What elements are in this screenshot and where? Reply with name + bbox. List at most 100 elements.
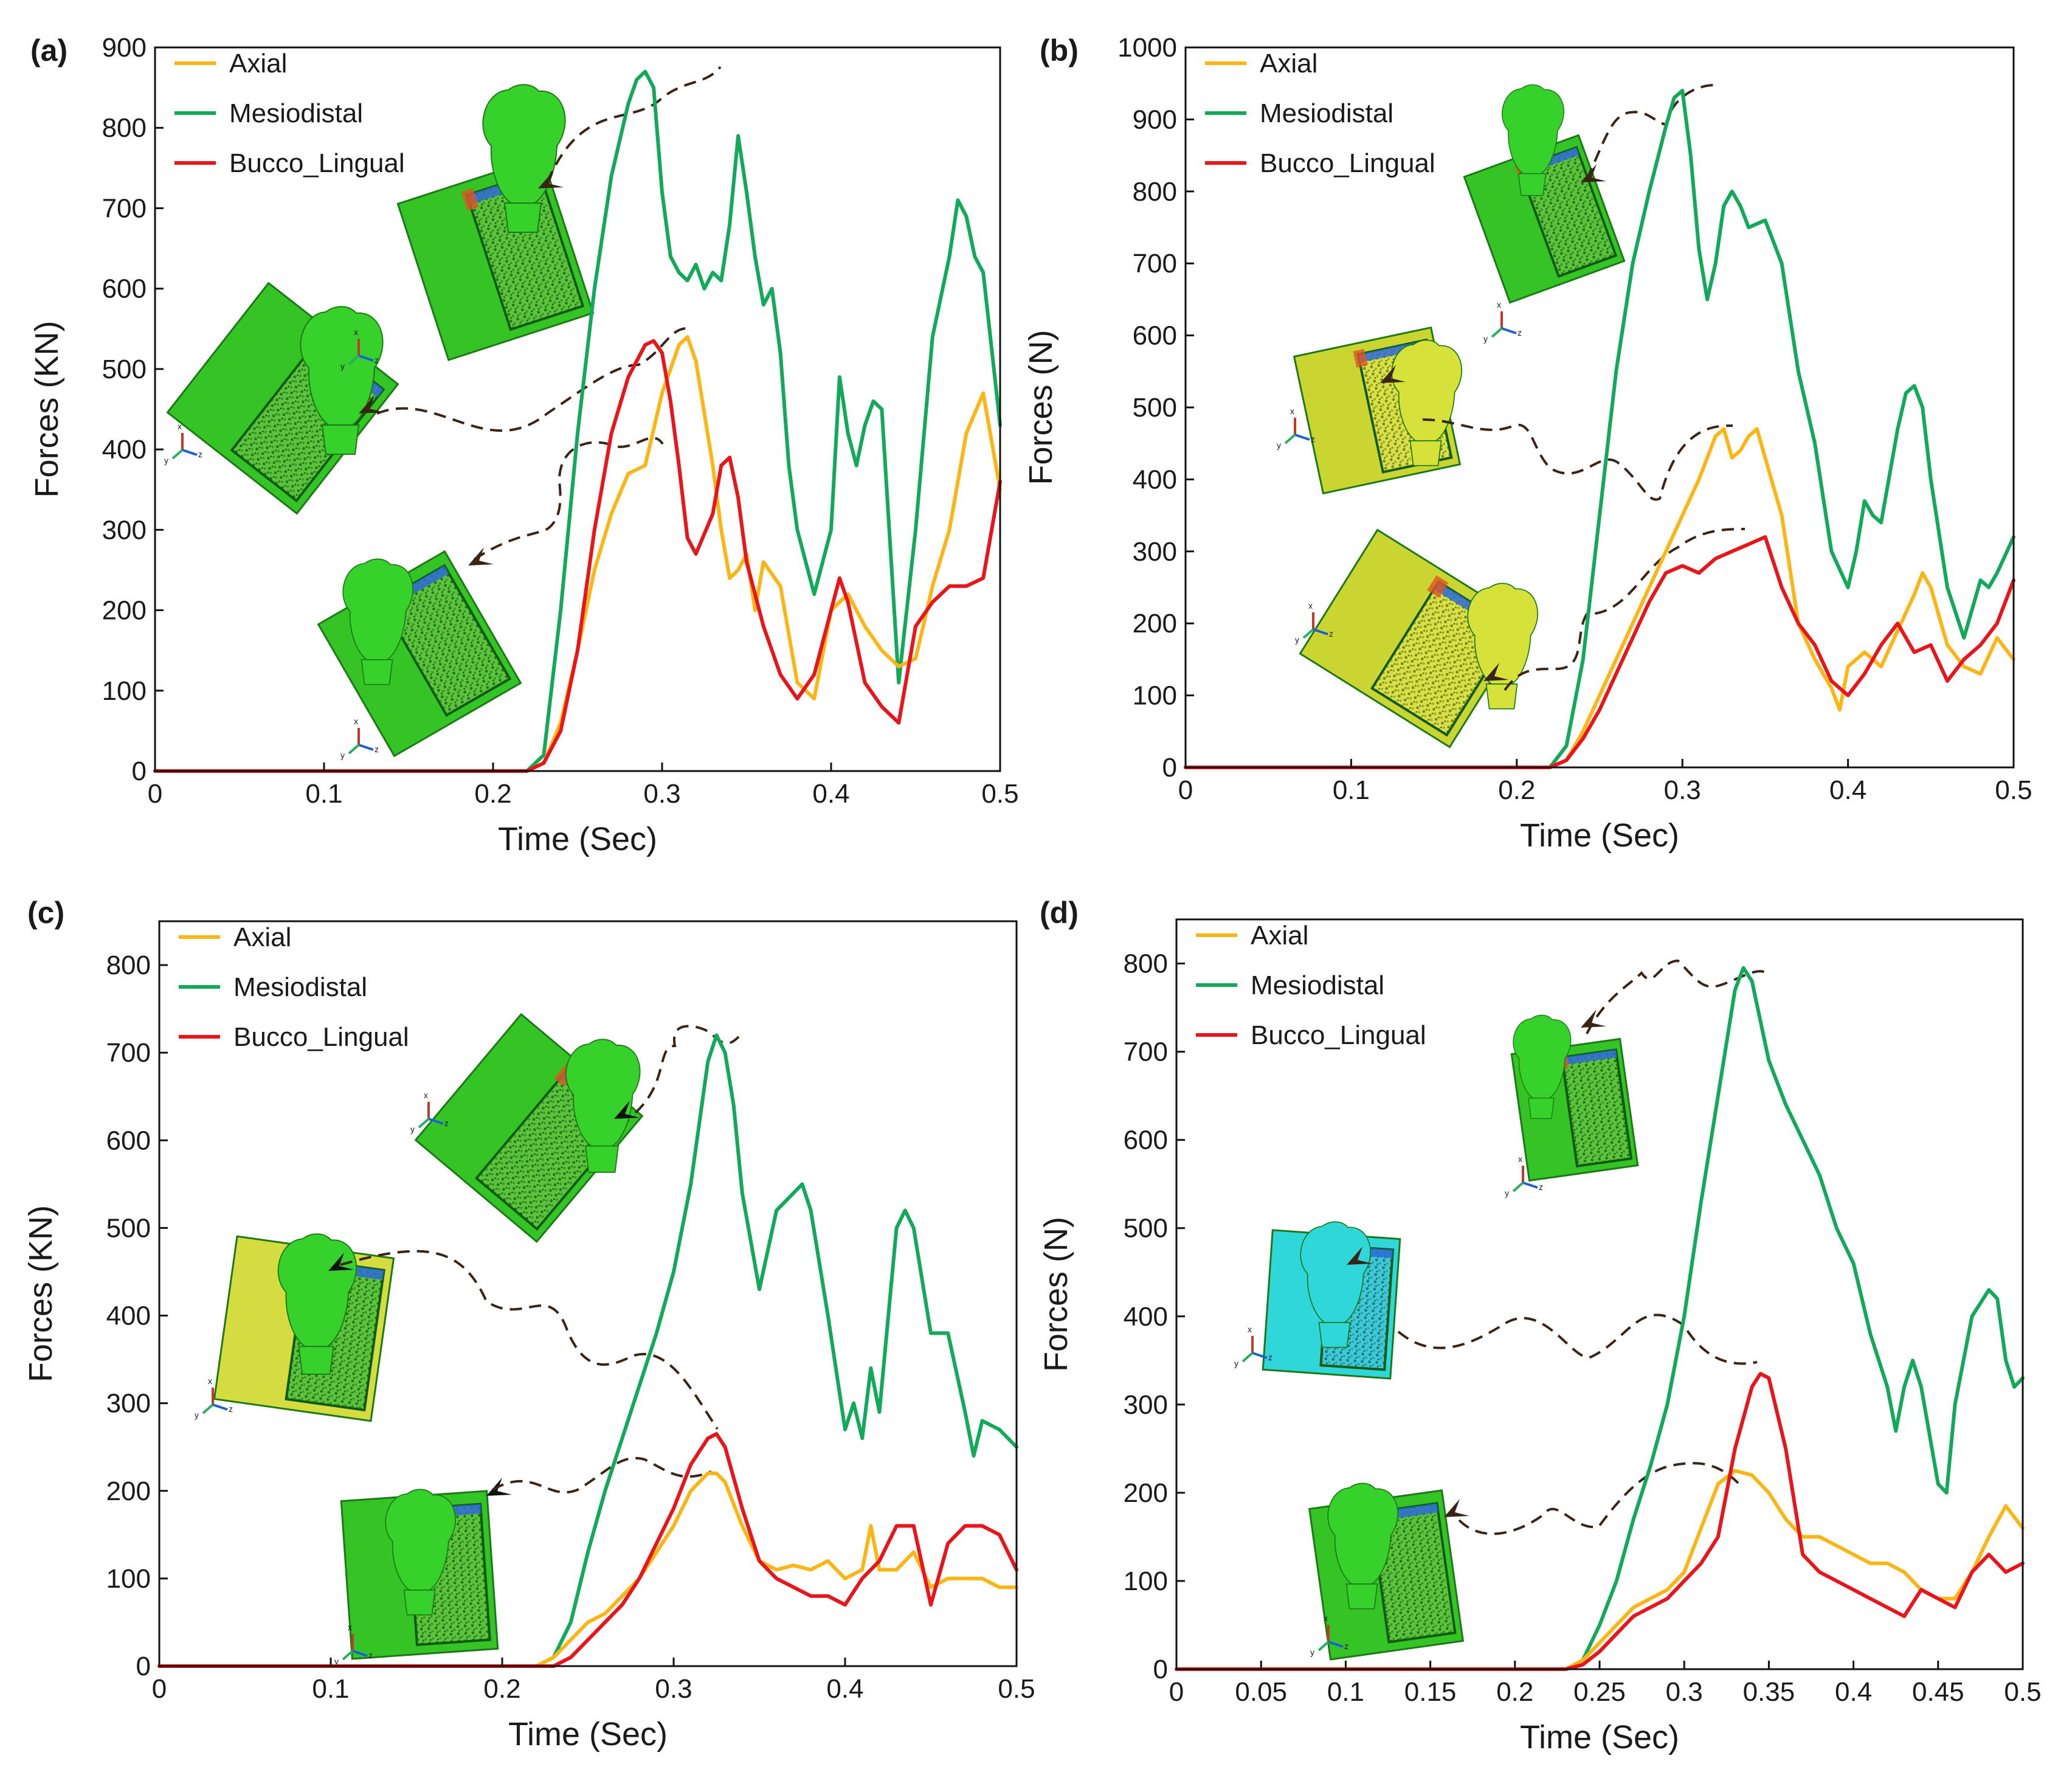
axis-triad-icon: x y z — [195, 1376, 233, 1420]
series-lines — [153, 69, 1002, 773]
y-tick-label: 300 — [1124, 1390, 1168, 1420]
x-tick-label: 0.4 — [1835, 1677, 1872, 1707]
triad-label: y — [410, 1124, 415, 1134]
triad-label: z — [368, 1650, 373, 1660]
y-tick-label: 100 — [106, 1564, 151, 1594]
legend-label: Axial — [229, 49, 287, 78]
y-tick-label: 700 — [106, 1038, 151, 1068]
legend-label: Axial — [1260, 49, 1317, 78]
pointer-arrow — [1347, 1247, 1372, 1265]
model-thumbnails: x y z x y z x y z — [1234, 1009, 1639, 1661]
series-line-axial — [1175, 1469, 2025, 1671]
y-tick-label: 500 — [102, 355, 147, 384]
x-tick-label: 0 — [1178, 775, 1193, 805]
model-thumbnails: x y z x y z x y z — [164, 84, 595, 760]
fe-model-image — [213, 1233, 395, 1422]
triad-label: x — [208, 1376, 212, 1386]
series-line-axial — [153, 335, 1002, 773]
y-tick-label: 300 — [106, 1389, 151, 1419]
y-tick-label: 0 — [136, 1652, 151, 1681]
model-thumbnails: x y z x y z x y z — [195, 1012, 644, 1666]
legend: Axial Mesiodistal Bucco_Lingual — [179, 922, 409, 1052]
triad-label: y — [340, 750, 345, 760]
x-axis-label: Time (Sec) — [1520, 817, 1679, 854]
fe-model-image — [1293, 326, 1462, 495]
x-tick-label: 0.4 — [812, 779, 849, 809]
y-tick-label: 800 — [1124, 949, 1168, 979]
series-line-axial — [157, 1471, 1018, 1668]
y-tick-label: 800 — [106, 950, 151, 980]
triad-label: z — [1311, 434, 1315, 444]
fe-model-image — [166, 282, 399, 515]
triad-label: z — [375, 355, 379, 365]
triad-label: z — [198, 449, 202, 459]
callout-dashed-line — [1397, 1313, 1758, 1365]
fe-model-image — [1463, 84, 1626, 304]
triad-label: y — [1295, 635, 1299, 645]
axis-triad-icon: x y z — [1483, 300, 1522, 344]
fe-model-image — [1308, 1482, 1469, 1661]
legend: Axial Mesiodistal Bucco_Lingual — [174, 49, 405, 178]
pointer-arrow — [468, 547, 494, 566]
panel-label: (d) — [1040, 896, 1079, 930]
y-tick-label: 300 — [1133, 537, 1177, 567]
callout-dashed-line — [1458, 1462, 1740, 1535]
x-tick-label: 0.2 — [1498, 775, 1535, 805]
plot-area — [154, 46, 1001, 772]
x-axis-label: Time (Sec) — [498, 821, 657, 857]
axis-triad-icon: x y z — [1234, 1324, 1272, 1368]
series-lines — [1184, 89, 2015, 769]
triad-label: x — [354, 327, 358, 337]
callout-dashed-line — [1586, 84, 1715, 180]
legend-label: Bucco_Lingual — [1251, 1020, 1426, 1050]
panel-label: (a) — [30, 33, 67, 67]
x-tick-label: 0.5 — [981, 779, 1018, 809]
triad-label: x — [1290, 406, 1294, 416]
callout-dashed-line — [634, 1025, 740, 1114]
x-tick-label: 0.3 — [1664, 775, 1701, 805]
series-line-bucco-lingual — [1175, 1372, 2025, 1671]
y-tick-label: 600 — [1124, 1126, 1168, 1155]
y-tick-label: 200 — [1124, 1478, 1168, 1508]
callout-dashed-line — [473, 437, 664, 561]
plot-area — [158, 920, 1018, 1667]
series-lines — [1175, 966, 2025, 1671]
panel-label: (b) — [1040, 33, 1079, 67]
y-tick-label: 100 — [102, 676, 147, 706]
fe-model-image — [1262, 1221, 1401, 1380]
x-tick-label: 0 — [152, 1674, 167, 1704]
axis-triad-icon: x y z — [1277, 406, 1315, 450]
axis-triad-icon: x y z — [164, 421, 202, 465]
series-line-bucco-lingual — [153, 339, 1002, 773]
triad-label: z — [1539, 1182, 1543, 1192]
axis-triad-icon: x y z — [1295, 601, 1333, 645]
y-tick-label: 400 — [1124, 1302, 1168, 1332]
y-tick-label: 600 — [1133, 321, 1177, 351]
model-thumbnails: x y z x y z x y z — [1277, 84, 1626, 749]
axis-triad-icon: x y z — [334, 1622, 373, 1666]
series-line-axial — [1184, 427, 2015, 769]
y-axis-label: Forces (KN) — [29, 320, 65, 497]
x-tick-label: 0.3 — [655, 1674, 692, 1704]
y-tick-label: 200 — [106, 1476, 151, 1506]
y-tick-label: 1000 — [1117, 33, 1177, 63]
legend-label: Axial — [1251, 921, 1308, 950]
callout-dashed-line — [492, 1457, 712, 1494]
y-tick-label: 900 — [102, 33, 147, 63]
y-tick-label: 200 — [102, 596, 147, 626]
x-tick-label: 0.3 — [643, 779, 680, 809]
triad-label: x — [1248, 1324, 1252, 1334]
x-tick-label: 0.2 — [474, 779, 511, 809]
x-tick-label: 0.1 — [1333, 775, 1370, 805]
y-tick-label: 400 — [102, 435, 147, 465]
x-tick-label: 0.05 — [1235, 1677, 1287, 1707]
legend-label: Axial — [233, 922, 291, 952]
pointer-arrow — [614, 1101, 640, 1119]
triad-label: x — [1308, 601, 1313, 611]
y-tick-label: 900 — [1133, 105, 1177, 134]
x-axis-label: Time (Sec) — [508, 1716, 668, 1752]
pointer-arrow — [1581, 1009, 1606, 1028]
x-tick-label: 0.3 — [1666, 1677, 1703, 1707]
fe-model-image — [317, 547, 522, 758]
x-tick-label: 0.5 — [2004, 1677, 2041, 1707]
